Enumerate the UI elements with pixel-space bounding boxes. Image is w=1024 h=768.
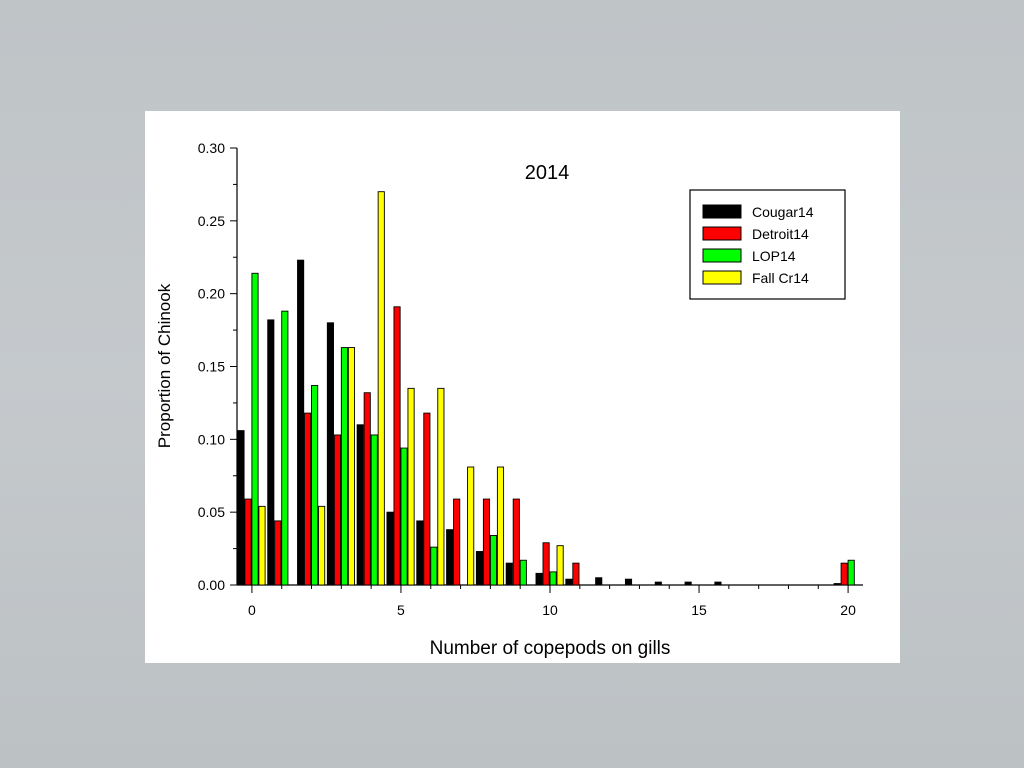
y-tick-label: 0.30 — [198, 140, 225, 156]
legend-label: Fall Cr14 — [752, 270, 809, 286]
y-tick-label: 0.05 — [198, 504, 225, 520]
legend-swatch — [702, 226, 742, 241]
bar-cougar14 — [595, 577, 603, 586]
x-tick-label: 5 — [397, 602, 405, 618]
bar-detroit14 — [244, 498, 252, 586]
bar-lop14 — [311, 384, 319, 586]
bar-detroit14 — [512, 498, 520, 586]
legend: Cougar14 Detroit14 LOP14 Fall Cr14 — [689, 189, 846, 300]
bar-cougar14 — [684, 581, 692, 586]
bar-lop14 — [489, 535, 498, 586]
bar-detroit14 — [423, 412, 431, 586]
bar-lop14 — [340, 347, 348, 586]
x-tick-label: 20 — [840, 602, 856, 618]
bar-detroit14 — [304, 412, 312, 586]
bar-fall-cr14 — [496, 466, 505, 586]
bar-lop14 — [430, 546, 438, 586]
bar-lop14 — [847, 559, 855, 586]
bars — [237, 191, 855, 586]
x-tick-label: 10 — [542, 602, 558, 618]
bar-cougar14 — [446, 529, 454, 586]
chart-title: 2014 — [525, 162, 570, 184]
bar-cougar14 — [237, 430, 245, 586]
bar-fall-cr14 — [437, 387, 445, 586]
bar-lop14 — [370, 434, 378, 586]
x-axis-label: Number of copepods on gills — [430, 638, 671, 659]
y-tick-label: 0.25 — [198, 213, 225, 229]
legend-label: Detroit14 — [752, 226, 809, 242]
bar-cougar14 — [505, 562, 513, 586]
bar-lop14 — [251, 272, 259, 586]
bar-cougar14 — [297, 259, 305, 586]
bar-fall-cr14 — [556, 545, 564, 586]
histogram-chart: 0.00 0.05 0.10 0.15 0.20 0.25 0.30 0 5 10 15 20 201… — [155, 140, 863, 659]
x-tick-label: 15 — [691, 602, 707, 618]
bar-lop14 — [549, 571, 557, 586]
bar-cougar14 — [475, 551, 484, 586]
bar-cougar14 — [326, 322, 334, 586]
bar-detroit14 — [572, 562, 580, 586]
bar-cougar14 — [267, 319, 275, 586]
bar-lop14 — [400, 447, 408, 586]
bar-detroit14 — [333, 434, 341, 586]
bar-cougar14 — [565, 578, 573, 586]
bar-detroit14 — [274, 520, 282, 586]
bar-fall-cr14 — [407, 387, 415, 586]
bar-detroit14 — [453, 498, 461, 586]
bar-detroit14 — [363, 392, 371, 586]
bar-cougar14 — [416, 520, 424, 586]
bar-cougar14 — [535, 572, 543, 586]
bar-detroit14 — [542, 542, 550, 586]
legend-swatch — [702, 204, 742, 219]
bar-fall-cr14 — [377, 191, 385, 586]
bar-detroit14 — [482, 498, 491, 586]
bar-fall-cr14 — [318, 505, 326, 586]
bar-detroit14 — [393, 306, 401, 586]
bar-lop14 — [519, 559, 527, 586]
bar-fall-cr14 — [347, 347, 355, 586]
y-tick-label: 0.15 — [198, 359, 225, 375]
bar-fall-cr14 — [258, 505, 266, 586]
legend-swatch — [702, 270, 742, 285]
bar-lop14 — [281, 310, 289, 586]
bar-cougar14 — [654, 581, 662, 586]
bar-cougar14 — [833, 583, 841, 586]
legend-swatch — [702, 248, 742, 263]
legend-label: LOP14 — [752, 248, 796, 264]
bar-fall-cr14 — [467, 466, 475, 586]
bar-cougar14 — [356, 424, 364, 586]
x-tick-label: 0 — [248, 602, 256, 618]
bar-cougar14 — [714, 581, 722, 586]
y-tick-label: 0.00 — [198, 577, 225, 593]
y-tick-label: 0.10 — [198, 431, 225, 447]
bar-detroit14 — [840, 562, 848, 586]
bar-cougar14 — [386, 511, 394, 586]
legend-label: Cougar14 — [752, 204, 814, 220]
y-axis-label: Proportion of Chinook — [155, 283, 174, 448]
chart-panel: 0.00 0.05 0.10 0.15 0.20 0.25 0.30 0 5 10 15 20 201… — [145, 111, 900, 663]
y-tick-label: 0.20 — [198, 286, 225, 302]
bar-cougar14 — [624, 578, 633, 586]
